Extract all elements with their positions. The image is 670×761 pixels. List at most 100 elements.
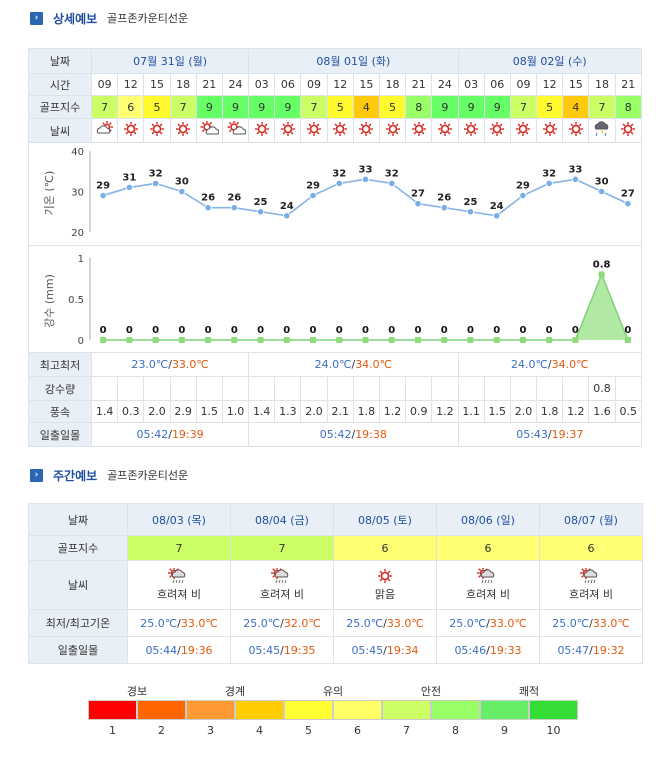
time-cell: 06 [483, 73, 511, 96]
rain-point [362, 337, 369, 343]
temp-point [571, 175, 580, 183]
temp-point [230, 204, 238, 212]
weather-cell [431, 118, 459, 143]
minmax-cell: 24.0℃/34.0℃ [248, 352, 459, 377]
weekly-weather-cell: 맑음 [333, 560, 437, 610]
precip-cell [536, 376, 564, 401]
weather-cell [562, 118, 590, 143]
precip-cell [483, 376, 511, 401]
time-cell: 03 [457, 73, 485, 96]
weekly-sunrise: 05:45 [351, 643, 384, 657]
precip-cell [457, 376, 485, 401]
wind-cell: 1.8 [352, 400, 380, 423]
temp-data-label: 26 [437, 193, 451, 204]
rain-data-label: 0 [493, 325, 500, 336]
time-cell: 06 [274, 73, 302, 96]
weekly-temp-row: 최저/최고기온 25.0℃/33.0℃ 25.0℃/32.0℃ 25.0℃/33.0℃… [28, 609, 643, 637]
rain-data-label: 0 [178, 325, 185, 336]
legend-category: 안전 [420, 685, 442, 698]
time-cell: 18 [169, 73, 197, 96]
rain-point [310, 337, 317, 343]
golf-index-cell: 4 [352, 95, 380, 119]
temp-data-label: 29 [96, 181, 110, 192]
rain-data-label: 0 [283, 325, 290, 336]
sun-icon [307, 122, 322, 136]
precip-cell [221, 376, 250, 401]
golf-index-label: 골프지수 [27, 95, 93, 119]
precip-cell [143, 376, 171, 401]
weekly-temp-label: 최저/최고기온 [28, 609, 128, 637]
golf-index-cell: 5 [326, 95, 354, 119]
rain-data-label: 0 [519, 325, 526, 336]
temp-point [493, 212, 501, 220]
min-temp: 23.0℃ [131, 358, 169, 371]
rain-data-label: 0 [205, 325, 212, 336]
rain-data-label: 0 [126, 325, 133, 336]
temp-data-label: 29 [516, 181, 530, 192]
wind-cell: 0.3 [117, 400, 145, 423]
time-cell: 21 [405, 73, 433, 96]
temp-data-label: 25 [254, 197, 268, 208]
rain-chart-row: 1 0.5 0 강수 (mm) 0 0 0 0 0 0 0 0 0 0 0 0 0 0 0 0 0 0 0 0.8 0 [28, 245, 642, 353]
sun-icon [176, 122, 191, 136]
temp-data-label: 32 [149, 168, 163, 179]
legend-category: 경보 [126, 685, 148, 698]
minmax-cell: 24.0℃/34.0℃ [457, 352, 643, 377]
date-row: 날짜 07월 31일 (월) 08월 01일 (화) 08월 02일 (수) [27, 48, 643, 74]
time-cell: 18 [588, 73, 616, 96]
temp-point [361, 175, 370, 183]
temp-point [598, 187, 606, 196]
temperature-chart: 40 30 20 기온 (℃) 29 31 32 30 26 26 25 24 29 32 33 32 27 26… [43, 147, 635, 239]
rain-point [519, 337, 526, 343]
precip-cell [614, 376, 643, 401]
sun-icon [149, 122, 164, 136]
weekly-day-header: 08/03 (목) [127, 503, 231, 536]
rain-point [493, 337, 500, 343]
precip-cell [117, 376, 145, 401]
weekly-sunrise: 05:45 [248, 643, 281, 657]
precip-label: 강수량 [27, 376, 93, 401]
sun-icon [464, 122, 479, 136]
weekly-weather-text: 흐려져 비 [260, 588, 304, 601]
weekly-date-label: 날짜 [28, 503, 128, 536]
time-cell: 12 [326, 73, 354, 96]
rain-data-label: 0 [624, 325, 631, 336]
golf-index-cell: 9 [431, 95, 459, 119]
rain-point [467, 337, 474, 343]
wind-cell: 2.0 [143, 400, 171, 423]
weekly-day-header: 08/05 (토) [333, 503, 437, 536]
wind-cell: 1.6 [588, 400, 616, 423]
time-cell: 24 [431, 73, 459, 96]
wind-cell: 1.2 [562, 400, 590, 423]
weather-cell [614, 118, 643, 143]
weather-cell [509, 118, 538, 143]
rain-data-label: 0 [362, 325, 369, 336]
sun-icon [280, 122, 295, 136]
rain-data-label: 0.8 [593, 259, 611, 270]
sun-cell: 05:43/19:37 [457, 422, 643, 447]
weekly-forecast-table: 날짜 08/03 (목) 08/04 (금) 08/05 (토) 08/06 (일) 08… [28, 503, 643, 664]
weekly-weather-text: 흐려져 비 [466, 588, 510, 601]
golf-index-legend [88, 700, 578, 720]
weekly-min-temp: 25.0℃ [449, 616, 487, 630]
legend-category: 경계 [224, 685, 246, 698]
legend-color-cell [333, 700, 382, 720]
golf-index-cell: 4 [562, 95, 590, 119]
rain-data-label: 0 [414, 325, 421, 336]
weekly-golf-row: 골프지수 7 7 6 6 6 [28, 535, 643, 561]
precip-cell [248, 376, 276, 401]
weather-row: 날씨 [27, 118, 643, 143]
detail-forecast-table: 날짜 07월 31일 (월) 08월 01일 (화) 08월 02일 (수) 시간 09 1… [27, 48, 643, 447]
legend-number: 3 [207, 724, 214, 737]
legend-color-cell [529, 700, 578, 720]
cloud-icon [96, 121, 113, 134]
weather-cell [143, 118, 171, 143]
precip-cell [91, 376, 119, 401]
temp-data-label: 33 [568, 164, 582, 175]
time-cell: 03 [248, 73, 276, 96]
wind-cell: 1.5 [483, 400, 511, 423]
sun-icon [378, 569, 392, 583]
day-header: 08월 02일 (수) [457, 48, 643, 74]
sun-cell: 05:42/19:39 [91, 422, 250, 447]
rain-data-label: 0 [152, 325, 159, 336]
